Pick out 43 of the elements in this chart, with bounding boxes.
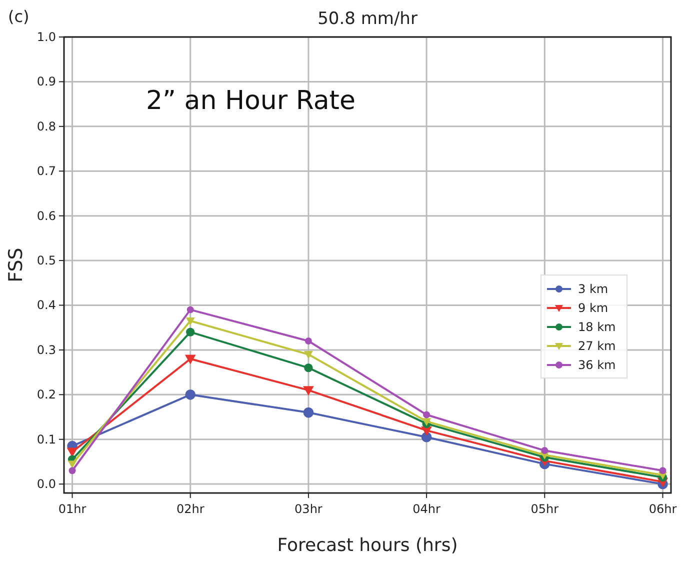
y-tick-label: 0.8 xyxy=(36,119,56,134)
y-axis-title: FSS xyxy=(5,248,27,282)
x-tick-label: 01hr xyxy=(58,502,86,516)
point xyxy=(186,328,195,336)
y-tick-label: 0.3 xyxy=(36,342,56,357)
y-tick-label: 0.2 xyxy=(36,388,56,402)
y-tick-label: 0.4 xyxy=(36,298,56,312)
point xyxy=(304,351,313,359)
point xyxy=(68,460,77,468)
point xyxy=(304,363,313,372)
x-tick-label: 02hr xyxy=(176,502,204,516)
text: (c) xyxy=(8,7,30,26)
legend-label: 36 km xyxy=(578,358,616,372)
y-tick-label: 0.6 xyxy=(36,208,56,223)
point xyxy=(303,407,314,418)
x-tick-label: 06hr xyxy=(648,502,677,516)
legend-label: 3 km xyxy=(578,282,608,296)
legend-label: 9 km xyxy=(578,301,608,315)
x-tick-label: 03hr xyxy=(294,502,322,516)
x-tick-label: 05hr xyxy=(530,502,559,516)
point xyxy=(186,306,194,314)
y-tick-label: 0.5 xyxy=(36,254,56,268)
point xyxy=(184,354,196,364)
y-tick-label: 1.0 xyxy=(36,30,56,44)
x-tick-label: 04hr xyxy=(412,502,441,516)
point xyxy=(303,386,314,396)
chart-title: 50.8 mm/hr xyxy=(318,9,418,29)
x-axis-title: Forecast hours (hrs) xyxy=(277,535,458,556)
point xyxy=(423,411,430,418)
point xyxy=(304,338,312,344)
y-tick-label: 0.9 xyxy=(36,74,56,89)
point xyxy=(659,467,666,474)
y-tick-label: 0.7 xyxy=(36,164,56,178)
point xyxy=(422,418,432,426)
point xyxy=(186,318,195,326)
y-tick-label: 0.0 xyxy=(36,477,56,492)
legend-label: 18 km xyxy=(578,320,616,334)
annotation: 2” an Hour Rate xyxy=(146,86,356,116)
y-tick-label: 0.1 xyxy=(36,432,56,446)
legend-label: 27 km xyxy=(578,339,616,353)
point xyxy=(185,389,196,400)
point xyxy=(68,467,76,474)
point xyxy=(541,447,548,454)
